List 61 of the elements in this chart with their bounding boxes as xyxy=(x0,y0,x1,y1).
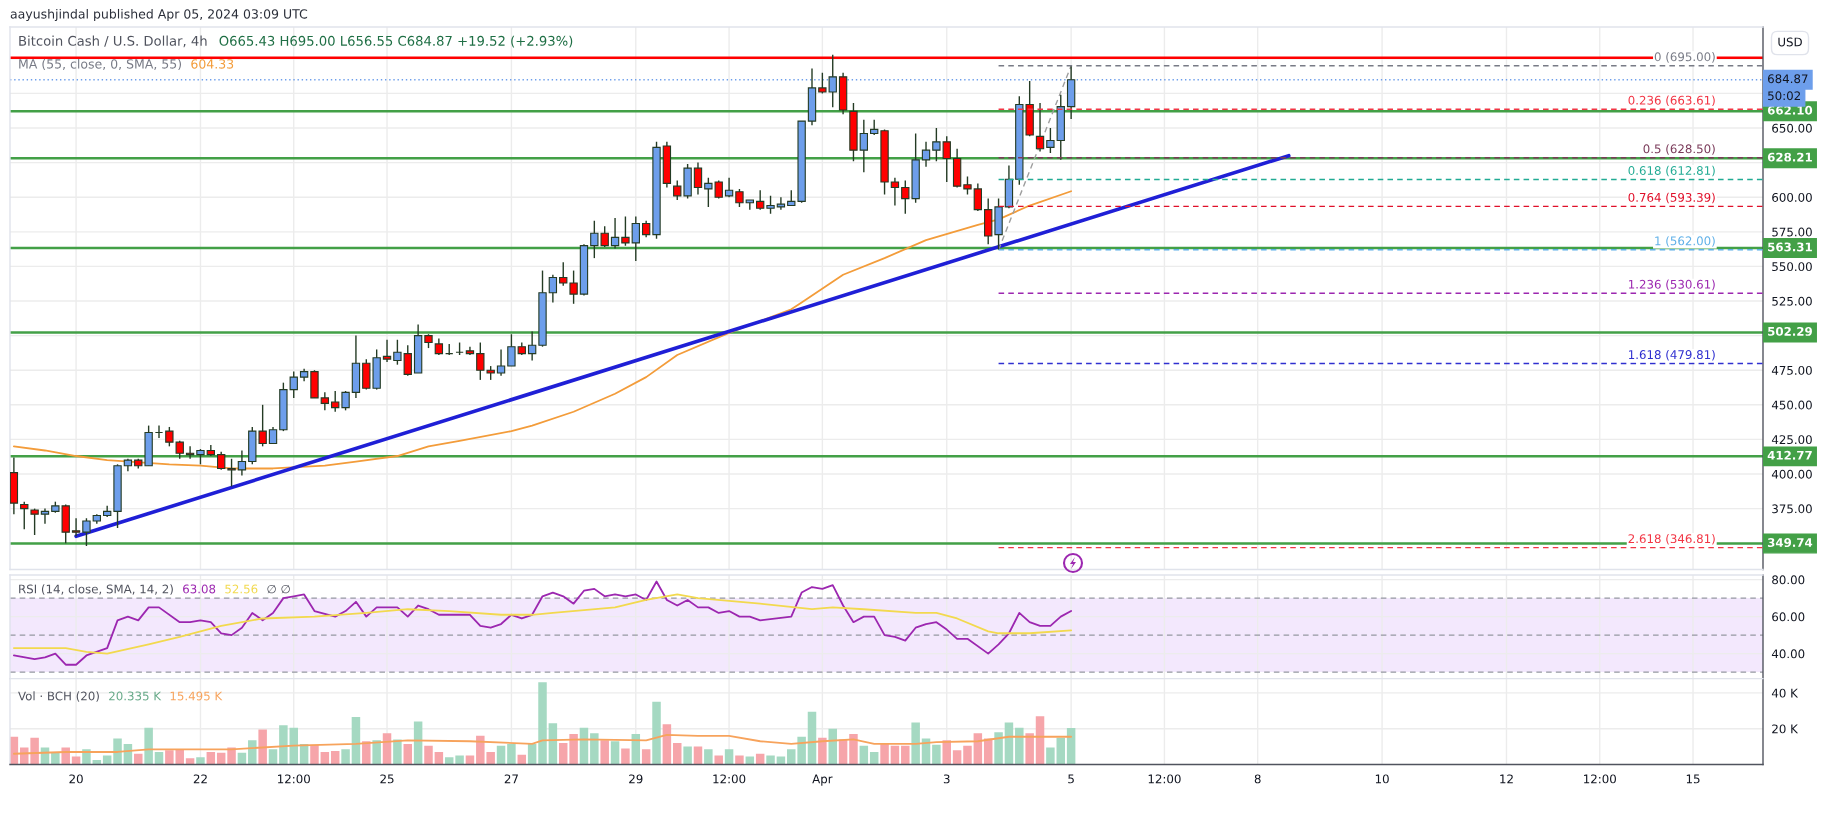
x-tick-label: 10 xyxy=(1375,774,1389,784)
y-tick-label: 650.00 xyxy=(1772,123,1812,133)
series-label: 0 (695.00) xyxy=(1654,52,1715,63)
y-tick-label: 20 K xyxy=(1772,724,1799,734)
y-tick-label: 600.00 xyxy=(1772,192,1812,202)
x-tick-label: 3 xyxy=(943,774,950,784)
annotation: 20.335 K xyxy=(109,691,162,701)
text: Vol · BCH (20) xyxy=(18,691,99,702)
annotation: ∅ ∅ xyxy=(267,584,290,594)
text: Bitcoin Cash / U.S. Dollar, 4h xyxy=(19,35,207,48)
series-label: 0.618 (612.81) xyxy=(1628,165,1715,177)
series-label: 1 (562.00) xyxy=(1655,236,1715,247)
text: aayushjindal published Apr 05, 2024 03:09 UTC xyxy=(10,8,308,22)
text: USD xyxy=(1778,37,1802,47)
y-tick-label: 550.00 xyxy=(1772,262,1812,272)
y-tick-label: 400.00 xyxy=(1771,469,1812,479)
x-tick-label: 29 xyxy=(629,774,643,784)
ref-line-label: 349.74 xyxy=(1767,538,1813,547)
x-tick-label: 12:00 xyxy=(1148,774,1181,784)
series-label: 0.764 (593.39) xyxy=(1628,192,1715,204)
y-tick-label: 80.00 xyxy=(1772,575,1805,585)
y-tick-label: 425.00 xyxy=(1771,435,1812,445)
annotation: 604.33 xyxy=(191,59,234,69)
y-tick-label: 60.00 xyxy=(1772,612,1805,622)
y-tick-label: 525.00 xyxy=(1772,296,1812,306)
x-tick-label: Apr xyxy=(812,774,833,786)
x-tick-label: 15 xyxy=(1686,774,1700,784)
x-tick-label: 12:00 xyxy=(713,774,746,784)
annotation: 63.08 xyxy=(183,584,216,594)
y-tick-label: 450.00 xyxy=(1771,400,1812,410)
annotation: 15.495 K xyxy=(170,691,223,701)
ref-line-label: 563.31 xyxy=(1768,242,1812,252)
x-tick-label: 25 xyxy=(380,774,394,784)
ref-line-label: 412.77 xyxy=(1767,450,1812,460)
y-tick-label: 375.00 xyxy=(1772,504,1812,514)
ref-line-label: 684.87 xyxy=(1767,74,1808,84)
ref-line-label: 502.29 xyxy=(1768,326,1812,336)
series-label: 0.236 (663.61) xyxy=(1628,95,1715,107)
ref-line-label: 628.21 xyxy=(1767,152,1812,162)
x-tick-label: 12:00 xyxy=(278,774,310,784)
x-tick-label: 12:00 xyxy=(1584,774,1616,784)
x-tick-label: 27 xyxy=(504,774,518,784)
series-label: 0.5 (628.50) xyxy=(1643,144,1715,155)
x-tick-label: 22 xyxy=(193,774,207,784)
text: O665.43 H695.00 L656.55 C684.87 +19.52 (+2.93%) xyxy=(219,35,573,48)
y-tick-label: 40 K xyxy=(1771,688,1799,698)
series-label: 1.236 (530.61) xyxy=(1629,279,1715,291)
y-tick-label: 575.00 xyxy=(1772,227,1812,237)
y-tick-label: 475.00 xyxy=(1771,365,1812,375)
series-label: 2.618 (346.81) xyxy=(1628,533,1715,545)
ref-line-label: 662.10 xyxy=(1767,105,1813,115)
x-tick-label: 12 xyxy=(1500,774,1513,784)
series-label: 1.618 (479.81) xyxy=(1629,349,1715,361)
annotation: 52.56 xyxy=(225,584,258,594)
x-tick-label: 20 xyxy=(69,774,83,784)
annotation: MA (55, close, 0, SMA, 55) xyxy=(19,58,182,71)
text: 50:02 xyxy=(1768,91,1801,101)
text: RSI (14, close, SMA, 14, 2) xyxy=(19,584,173,595)
y-tick-label: 40.00 xyxy=(1771,649,1805,659)
x-tick-label: 5 xyxy=(1068,774,1074,784)
x-tick-label: 8 xyxy=(1254,774,1261,784)
